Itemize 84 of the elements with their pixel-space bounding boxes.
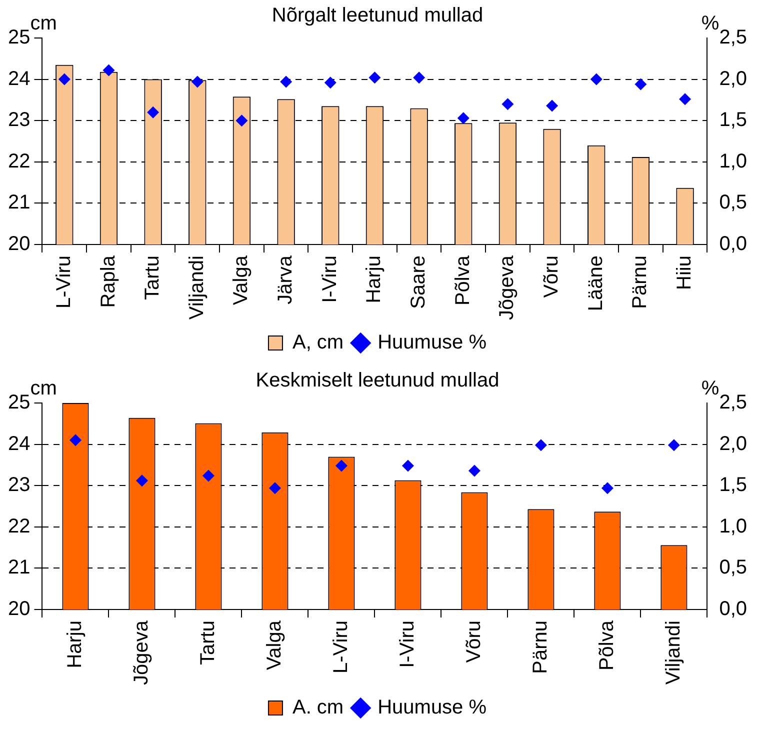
point [601,482,614,494]
point [69,434,82,446]
point [368,72,381,84]
x-tick-label: Rapla [97,254,120,308]
x-tick-label: Harju [363,256,386,304]
y2-tick-label: 1,0 [719,150,748,172]
y-tick-label: 21 [8,192,30,214]
y2-tick-label: 0,0 [719,233,748,256]
x-tick-label: Harju [64,620,86,668]
y-tick-label: 24 [8,432,30,455]
y2-tick-label: 0,5 [719,192,748,214]
legend-label: A, cm [292,332,344,354]
x-tick-label: Viljandi [662,620,684,685]
x-tick-label: Põlva [452,254,474,306]
x-tick-label: Pärnu [629,256,652,309]
x-tick-label: Võru [462,620,485,663]
point [668,439,680,452]
x-tick-label: Tartu [197,620,219,665]
x-tick-label: Saare [408,256,430,309]
x-tick-label: I-Viru [318,256,341,303]
y2-tick-label: 1,5 [719,109,748,132]
point [58,73,70,86]
y2-tick-label: 1,0 [719,515,748,538]
y2-tick-label: 2,5 [719,392,748,414]
point [634,78,647,90]
x-tick-label: Hiiu [674,256,696,290]
x-tick-label: Järva [274,254,297,304]
y2-tick-label: 0,0 [719,598,748,620]
point [335,460,348,472]
y2-tick-label: 2,0 [719,432,748,455]
y2-axis-title: % [701,378,720,400]
legend-label: Huumuse % [378,696,487,719]
point [191,76,204,88]
y-tick-label: 23 [8,109,30,132]
chart-title: Nõrgalt leetunud mullad [272,4,484,27]
point [402,460,414,472]
y-tick-label: 25 [8,392,30,414]
x-tick-label: I-Viru [396,620,418,668]
y-tick-label: 20 [8,598,30,620]
point [679,93,692,106]
point [102,64,115,76]
point [546,100,558,112]
point [236,114,248,127]
point [502,98,514,110]
y2-tick-label: 0,5 [719,556,748,579]
x-tick-label: Pärnu [529,620,552,674]
point [147,106,160,118]
y-tick-label: 23 [8,474,30,496]
legend-label: Huumuse % [378,332,487,354]
x-tick-label: Põlva [596,620,618,671]
y-tick-label: 22 [8,515,30,538]
y-tick-label: 25 [8,26,30,49]
chart-title: Keskmiselt leetunud mullad [256,370,500,392]
point [202,470,214,482]
y2-axis-title: % [701,12,720,35]
x-tick-label: Jõgeva [496,254,518,320]
x-tick-label: L-Viru [52,256,75,309]
x-tick-label: L-Viru [330,620,352,674]
y-axis-title: cm [30,378,57,400]
y2-tick-label: 2,5 [719,26,748,49]
point [534,439,547,452]
x-tick-label: Tartu [142,256,164,300]
legend-label: A. cm [292,696,344,719]
x-tick-label: Jõgeva [130,620,153,686]
y-tick-label: 21 [8,556,30,579]
y2-tick-label: 2,0 [719,68,748,90]
point [136,474,148,487]
point [280,76,292,88]
y2-tick-label: 1,5 [719,474,748,496]
x-tick-label: Lääne [584,256,607,312]
x-tick-label: Võru [540,256,563,298]
x-tick-label: Valga [230,254,252,306]
y-tick-label: 22 [8,150,30,172]
y-tick-label: 24 [8,68,30,90]
x-tick-label: Viljandi [186,256,208,320]
point [590,73,602,86]
point [468,464,480,477]
x-tick-label: Valga [263,620,286,670]
point [324,76,336,89]
y-axis-title: cm [30,12,57,35]
point [413,72,426,84]
point [268,482,281,494]
point [457,112,470,124]
y-tick-label: 20 [8,233,30,256]
